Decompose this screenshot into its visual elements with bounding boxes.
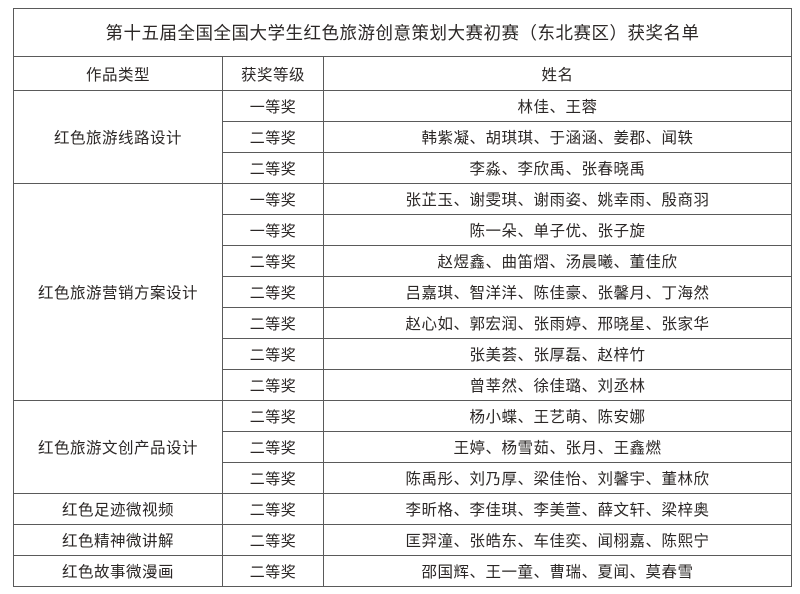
award-level-cell: 二等奖 bbox=[222, 276, 324, 308]
winner-names-cell: 吕嘉琪、智洋洋、陈佳豪、张馨月、丁海然 bbox=[322, 276, 793, 308]
table-row: 红色旅游线路设计 一等奖 林佳、王蓉 bbox=[13, 90, 793, 184]
table-row: 二等奖 陈禹彤、刘乃厚、梁佳怡、刘馨宇、董林欣 bbox=[14, 462, 793, 494]
award-level-cell: 二等奖 bbox=[222, 338, 324, 370]
table-row: 二等奖 赵心如、郭宏润、张雨婷、邢晓星、张家华 bbox=[14, 307, 793, 339]
table-row: 红色旅游营销方案设计 一等奖 张芷玉、谢雯琪、谢雨姿、姚幸雨、殷商羽 bbox=[13, 183, 793, 401]
award-level-cell: 二等奖 bbox=[222, 462, 324, 494]
award-level-cell: 二等奖 bbox=[222, 121, 324, 153]
table-row: 红色精神微讲解 二等奖 匡羿潼、张皓东、车佳奕、闻栩嘉、陈熙宁 bbox=[13, 524, 793, 556]
table-row: 二等奖 韩紫凝、胡琪琪、于涵涵、姜郡、闻轶 bbox=[14, 121, 793, 153]
table-row: 二等奖 张美荟、张厚磊、赵梓竹 bbox=[14, 338, 793, 370]
award-level-cell: 二等奖 bbox=[222, 307, 324, 339]
winner-names-cell: 张芷玉、谢雯琪、谢雨姿、姚幸雨、殷商羽 bbox=[322, 183, 793, 215]
column-header-names: 姓名 bbox=[322, 56, 793, 91]
table-row: 一等奖 陈一朵、单子优、张子旋 bbox=[14, 214, 793, 246]
winner-names-cell: 李淼、李欣禹、张春晓禹 bbox=[322, 152, 793, 184]
category-cell: 红色旅游线路设计 bbox=[13, 90, 223, 184]
award-level-cell: 一等奖 bbox=[222, 90, 324, 122]
award-level-cell: 二等奖 bbox=[222, 245, 324, 277]
table-row: 红色足迹微视频 二等奖 李昕格、李佳琪、李美萱、薛文轩、梁梓奥 bbox=[13, 493, 793, 525]
winner-names-cell: 林佳、王蓉 bbox=[322, 90, 793, 122]
page-title: 第十五届全国全国大学生红色旅游创意策划大赛初赛（东北赛区）获奖名单 bbox=[12, 8, 793, 57]
column-header-level: 获奖等级 bbox=[222, 56, 324, 91]
title-row: 第十五届全国全国大学生红色旅游创意策划大赛初赛（东北赛区）获奖名单 bbox=[12, 8, 793, 57]
award-level-cell: 二等奖 bbox=[222, 431, 324, 463]
award-level-cell: 二等奖 bbox=[222, 524, 324, 556]
winner-names-cell: 杨小蝶、王艺萌、陈安娜 bbox=[322, 400, 793, 432]
table-row: 红色故事微漫画 二等奖 邵国辉、王一童、曹瑞、夏闻、莫春雪 bbox=[13, 555, 793, 587]
winner-names-cell: 陈一朵、单子优、张子旋 bbox=[322, 214, 793, 246]
award-level-cell: 二等奖 bbox=[222, 493, 324, 525]
winner-names-cell: 韩紫凝、胡琪琪、于涵涵、姜郡、闻轶 bbox=[322, 121, 793, 153]
winner-names-cell: 王婷、杨雪茹、张月、王鑫燃 bbox=[322, 431, 793, 463]
award-level-cell: 一等奖 bbox=[222, 214, 324, 246]
award-level-cell: 二等奖 bbox=[222, 369, 324, 401]
category-cell: 红色旅游营销方案设计 bbox=[13, 183, 223, 401]
table-row: 二等奖 赵煜鑫、曲笛熠、汤晨曦、董佳欣 bbox=[14, 245, 793, 277]
table-row: 二等奖 李淼、李欣禹、张春晓禹 bbox=[14, 152, 793, 184]
winner-names-cell: 张美荟、张厚磊、赵梓竹 bbox=[322, 338, 793, 370]
category-cell: 红色足迹微视频 bbox=[13, 493, 223, 525]
winner-names-cell: 曾莘然、徐佳璐、刘丞林 bbox=[322, 369, 793, 401]
award-level-cell: 一等奖 bbox=[222, 183, 324, 215]
winner-names-cell: 邵国辉、王一童、曹瑞、夏闻、莫春雪 bbox=[322, 555, 793, 587]
category-cell: 红色故事微漫画 bbox=[13, 555, 223, 587]
column-header-type: 作品类型 bbox=[13, 56, 223, 91]
category-cell: 红色旅游文创产品设计 bbox=[13, 400, 223, 494]
award-list-table: 第十五届全国全国大学生红色旅游创意策划大赛初赛（东北赛区）获奖名单 作品类型 获奖等… bbox=[12, 8, 793, 587]
table-body: 第十五届全国全国大学生红色旅游创意策划大赛初赛（东北赛区）获奖名单 作品类型 获奖等… bbox=[12, 8, 793, 587]
category-cell: 红色精神微讲解 bbox=[13, 524, 223, 556]
header-row: 作品类型 获奖等级 姓名 bbox=[13, 56, 793, 91]
table-row: 二等奖 曾莘然、徐佳璐、刘丞林 bbox=[14, 369, 793, 401]
award-level-cell: 二等奖 bbox=[222, 400, 324, 432]
award-level-cell: 二等奖 bbox=[222, 152, 324, 184]
winner-names-cell: 李昕格、李佳琪、李美萱、薛文轩、梁梓奥 bbox=[322, 493, 793, 525]
winner-names-cell: 匡羿潼、张皓东、车佳奕、闻栩嘉、陈熙宁 bbox=[322, 524, 793, 556]
table-row: 红色旅游文创产品设计 二等奖 杨小蝶、王艺萌、陈安娜 bbox=[13, 400, 793, 494]
award-level-cell: 二等奖 bbox=[222, 555, 324, 587]
winner-names-cell: 赵煜鑫、曲笛熠、汤晨曦、董佳欣 bbox=[322, 245, 793, 277]
winner-names-cell: 赵心如、郭宏润、张雨婷、邢晓星、张家华 bbox=[322, 307, 793, 339]
winner-names-cell: 陈禹彤、刘乃厚、梁佳怡、刘馨宇、董林欣 bbox=[322, 462, 793, 494]
table-row: 二等奖 吕嘉琪、智洋洋、陈佳豪、张馨月、丁海然 bbox=[14, 276, 793, 308]
